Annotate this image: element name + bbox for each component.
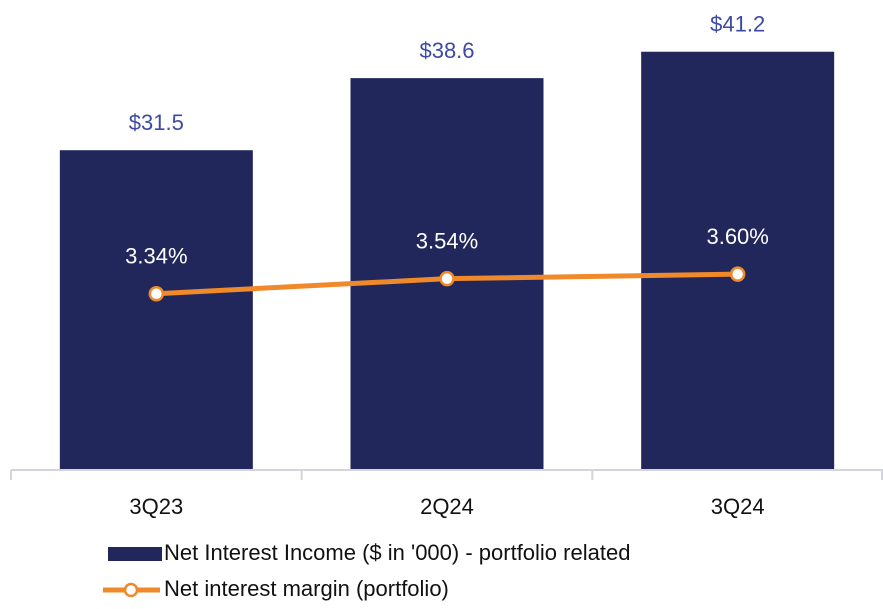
legend-swatch-marker — [123, 582, 139, 598]
bar — [59, 150, 253, 470]
x-tick-label: 2Q24 — [420, 494, 474, 519]
line-marker — [148, 285, 165, 302]
x-tick-label: 3Q23 — [129, 494, 183, 519]
bar-value-label: $38.6 — [419, 38, 474, 63]
line-value-label: 3.34% — [125, 244, 187, 269]
legend-label: Net Interest Income ($ in '000) - portfo… — [164, 540, 630, 565]
bar — [641, 51, 835, 470]
bar-value-label: $31.5 — [129, 110, 184, 135]
x-tick-label: 3Q24 — [711, 494, 765, 519]
bar-value-label: $41.2 — [710, 12, 765, 37]
legend-swatch — [108, 547, 162, 561]
legend-label: Net interest margin (portfolio) — [164, 576, 449, 601]
line-marker — [729, 266, 746, 282]
line-marker — [439, 270, 455, 287]
line-value-label: 3.54% — [416, 228, 478, 253]
line-value-label: 3.60% — [706, 224, 768, 249]
